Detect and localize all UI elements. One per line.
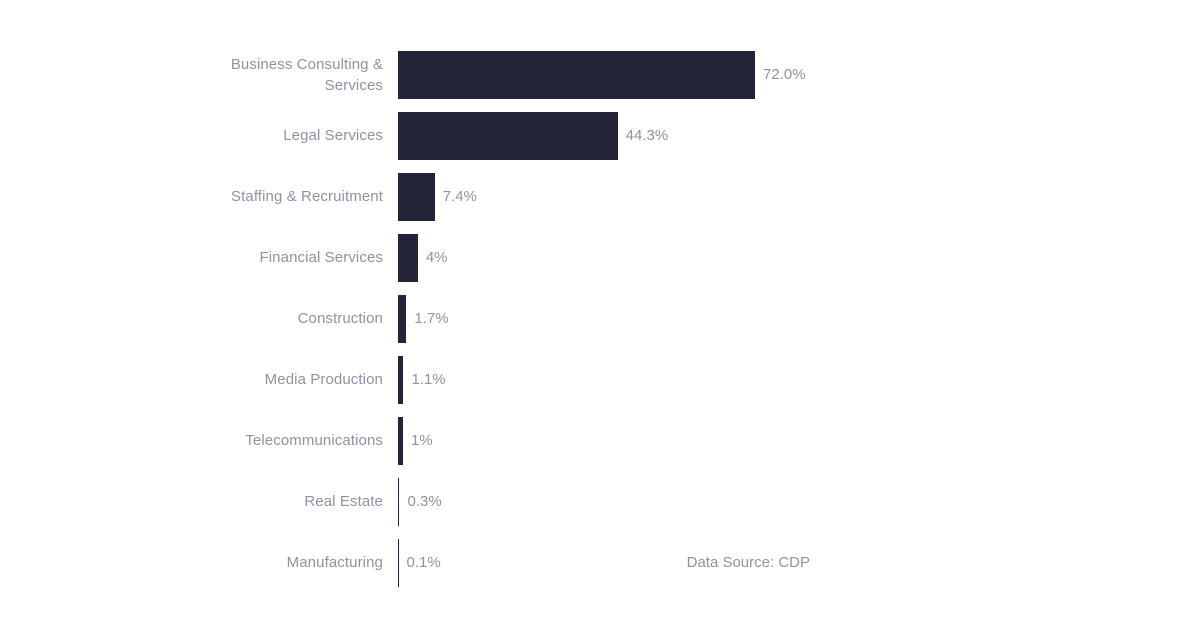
bar xyxy=(398,294,407,343)
bar xyxy=(398,172,435,221)
category-label: Telecommunications xyxy=(245,432,383,449)
bar-area: 1.1% xyxy=(398,355,446,404)
bar-value-label: 0.1% xyxy=(406,554,441,571)
chart-row: Real Estate 0.3% xyxy=(0,471,806,532)
bar xyxy=(398,233,418,282)
category-label: Financial Services xyxy=(259,249,383,266)
bar-area: 1.7% xyxy=(398,294,449,343)
category-label: Legal Services xyxy=(283,127,383,144)
chart-row: Manufacturing 0.1% xyxy=(0,532,806,593)
bar xyxy=(398,50,755,99)
category-label: Real Estate xyxy=(304,493,383,510)
data-source-note: Data Source: CDP xyxy=(686,554,810,571)
chart-row: Legal Services 44.3% xyxy=(0,105,806,166)
category-label: Media Production xyxy=(264,371,383,388)
chart-row: Financial Services 4% xyxy=(0,227,806,288)
bar-area: 72.0% xyxy=(398,50,806,99)
chart-plot-area: Business Consulting & Services 72.0% Leg… xyxy=(0,44,806,593)
bar-area: 4% xyxy=(398,233,448,282)
bar-value-label: 72.0% xyxy=(763,66,806,83)
bar-value-label: 0.3% xyxy=(407,493,442,510)
chart-row: Business Consulting & Services 72.0% xyxy=(0,44,806,105)
category-label: Construction xyxy=(297,310,383,327)
bar xyxy=(398,477,400,526)
bar-value-label: 7.4% xyxy=(442,188,477,205)
bar xyxy=(398,416,403,465)
bar-value-label: 4% xyxy=(425,249,448,266)
chart-row: Media Production 1.1% xyxy=(0,349,806,410)
bar-value-label: 1.7% xyxy=(414,310,449,327)
category-label: Business Consulting & Services xyxy=(230,55,383,94)
bar-area: 0.3% xyxy=(398,477,442,526)
category-label: Staffing & Recruitment xyxy=(231,188,383,205)
bar-value-label: 1.1% xyxy=(411,371,446,388)
category-label: Manufacturing xyxy=(286,554,383,571)
chart-row: Staffing & Recruitment 7.4% xyxy=(0,166,806,227)
bar-area: 1% xyxy=(398,416,433,465)
bar xyxy=(398,355,404,404)
chart-row: Telecommunications 1% xyxy=(0,410,806,471)
bar-area: 44.3% xyxy=(398,111,669,160)
bar xyxy=(398,111,618,160)
bar-value-label: 1% xyxy=(410,432,433,449)
bar-area: 7.4% xyxy=(398,172,477,221)
chart-row: Construction 1.7% xyxy=(0,288,806,349)
bar-area: 0.1% xyxy=(398,538,441,587)
bar-value-label: 44.3% xyxy=(625,127,669,144)
